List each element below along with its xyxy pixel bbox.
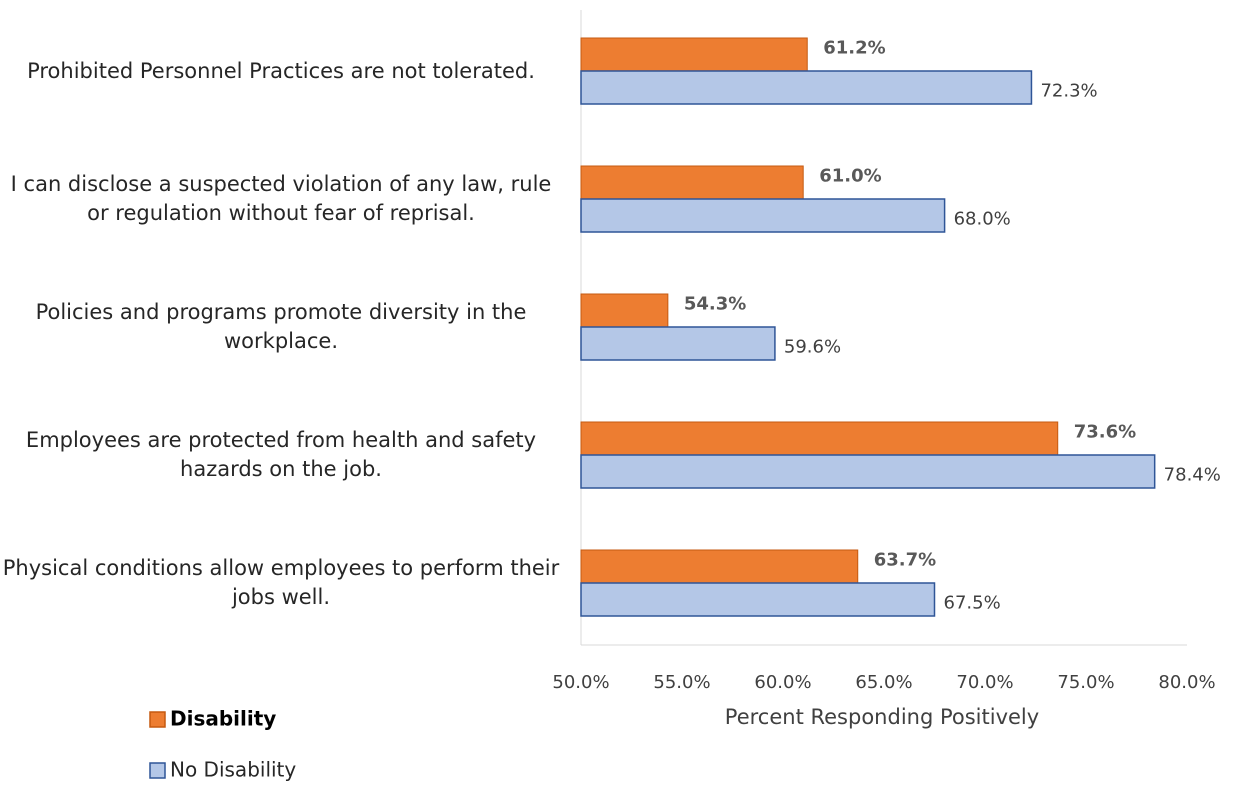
bar xyxy=(580,293,669,328)
value-label: 72.3% xyxy=(1040,81,1097,102)
x-tick-label: 65.0% xyxy=(855,672,912,693)
value-label: 68.0% xyxy=(954,209,1011,230)
x-tick-label: 60.0% xyxy=(754,672,811,693)
bar xyxy=(580,37,808,72)
value-label: 59.6% xyxy=(784,337,841,358)
bar xyxy=(580,549,859,584)
bar xyxy=(580,326,776,361)
category-label: Physical conditions allow employees to p… xyxy=(2,556,560,609)
category-label: Prohibited Personnel Practices are not t… xyxy=(27,58,535,83)
value-label: 61.0% xyxy=(819,166,881,187)
category-label: I can disclose a suspected violation of … xyxy=(10,172,552,225)
category-label: Policies and programs promote diversity … xyxy=(35,300,527,353)
bar xyxy=(580,198,946,233)
legend-swatch xyxy=(149,711,166,728)
value-label: 67.5% xyxy=(944,593,1001,614)
x-tick-label: 70.0% xyxy=(956,672,1013,693)
bar xyxy=(580,165,804,200)
x-tick-label: 55.0% xyxy=(653,672,710,693)
bar xyxy=(580,70,1033,105)
bar xyxy=(580,582,936,617)
x-tick-label: 75.0% xyxy=(1057,672,1114,693)
value-label: 54.3% xyxy=(684,294,746,315)
value-label: 63.7% xyxy=(874,550,936,571)
x-tick-label: 50.0% xyxy=(552,672,609,693)
value-label: 73.6% xyxy=(1074,422,1136,443)
legend-label: Disability xyxy=(170,707,276,731)
value-label: 61.2% xyxy=(823,38,885,59)
x-axis-title: Percent Responding Positively xyxy=(725,705,1039,729)
bar xyxy=(580,454,1156,489)
legend-label: No Disability xyxy=(170,758,296,782)
value-label: 78.4% xyxy=(1164,465,1221,486)
legend-swatch xyxy=(149,762,166,779)
bar xyxy=(580,421,1059,456)
category-label: Employees are protected from health and … xyxy=(25,428,537,481)
x-tick-label: 80.0% xyxy=(1158,672,1215,693)
